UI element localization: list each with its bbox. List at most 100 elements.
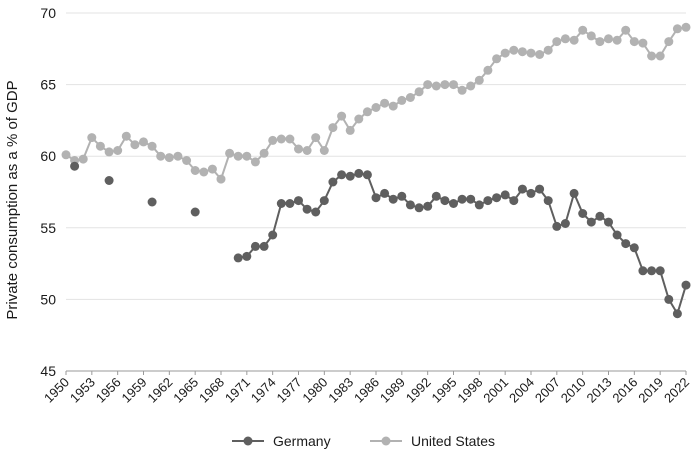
data-point [560, 34, 570, 44]
data-point [612, 230, 622, 240]
data-point [595, 211, 605, 221]
x-tick-label: 2010 [558, 375, 589, 406]
series-united-states [61, 22, 691, 184]
data-point [543, 196, 553, 206]
y-tick-label: 70 [40, 5, 56, 21]
data-point [362, 170, 372, 180]
data-point [190, 207, 200, 217]
data-point [414, 87, 424, 97]
x-tick-label: 1998 [454, 375, 485, 406]
data-point [655, 266, 665, 276]
data-point [535, 184, 545, 194]
data-point [104, 176, 114, 185]
data-point [526, 188, 536, 198]
data-point [113, 146, 123, 155]
data-point [285, 199, 295, 208]
data-point [672, 309, 682, 319]
data-point [509, 196, 519, 206]
data-point [216, 174, 226, 184]
data-point [423, 80, 433, 90]
data-point [147, 141, 157, 151]
data-point [638, 266, 648, 276]
data-point [647, 51, 657, 61]
data-point [319, 196, 329, 206]
data-point [328, 123, 338, 133]
data-point [569, 188, 579, 198]
data-point [242, 251, 252, 261]
data-point [431, 191, 441, 201]
data-point [182, 156, 192, 165]
x-tick-label: 1953 [67, 375, 98, 406]
data-point [250, 241, 260, 251]
data-point [311, 133, 321, 143]
data-point [431, 81, 441, 91]
x-tick-label: 1968 [196, 375, 227, 406]
data-point [552, 37, 562, 47]
x-tick-label: 2016 [609, 375, 640, 406]
data-point [371, 103, 381, 112]
data-point [95, 141, 105, 151]
data-point [354, 168, 364, 178]
data-point [104, 147, 114, 157]
x-tick-label: 2004 [506, 375, 537, 406]
data-point [397, 191, 407, 201]
data-point [233, 253, 243, 263]
data-point [405, 200, 415, 210]
x-tick-label: 1962 [144, 375, 175, 406]
y-tick-label: 65 [40, 77, 56, 93]
data-point [681, 22, 691, 32]
data-point [423, 201, 433, 211]
data-point [655, 51, 665, 61]
data-point [337, 111, 347, 121]
data-point [268, 230, 278, 240]
x-tick-label: 1956 [93, 375, 124, 406]
data-point [259, 241, 269, 251]
data-point [509, 45, 519, 55]
x-tick-label: 2001 [480, 375, 511, 406]
data-point [457, 85, 467, 95]
data-point [578, 25, 588, 35]
legend-marker [243, 436, 253, 446]
y-tick-label: 50 [40, 291, 56, 307]
data-point [354, 114, 364, 124]
data-point [629, 243, 639, 253]
x-tick-label: 1974 [248, 375, 279, 406]
data-point [629, 37, 639, 47]
data-point [474, 200, 484, 210]
data-point [345, 125, 355, 135]
data-point [156, 151, 166, 161]
data-point [302, 204, 312, 214]
x-tick-label: 1986 [351, 375, 382, 406]
data-point [664, 294, 674, 304]
x-tick-label: 1971 [222, 375, 253, 406]
data-point [294, 196, 303, 206]
data-point [612, 35, 622, 45]
data-point [173, 151, 183, 161]
x-tick-label: 1977 [274, 375, 305, 406]
legend-label: Germany [273, 433, 331, 449]
data-point [268, 135, 278, 145]
data-point [276, 199, 286, 208]
data-point [440, 80, 450, 90]
data-point [466, 81, 476, 91]
data-point [61, 150, 71, 160]
data-point [207, 164, 217, 174]
data-point [517, 184, 527, 194]
data-point [621, 25, 631, 35]
x-tick-label: 1950 [41, 375, 72, 406]
data-point [586, 217, 596, 227]
data-point [586, 31, 596, 41]
data-point [164, 153, 174, 163]
data-point [328, 177, 338, 187]
data-point [388, 194, 398, 204]
data-point [139, 137, 148, 147]
data-point [147, 197, 157, 207]
data-point [311, 207, 321, 217]
legend-marker [381, 436, 391, 446]
data-point [449, 199, 458, 208]
data-point [621, 239, 631, 249]
data-point [517, 47, 527, 57]
data-point [78, 154, 88, 164]
legend: Germany United States [232, 433, 495, 449]
x-tick-label: 1965 [170, 375, 201, 406]
